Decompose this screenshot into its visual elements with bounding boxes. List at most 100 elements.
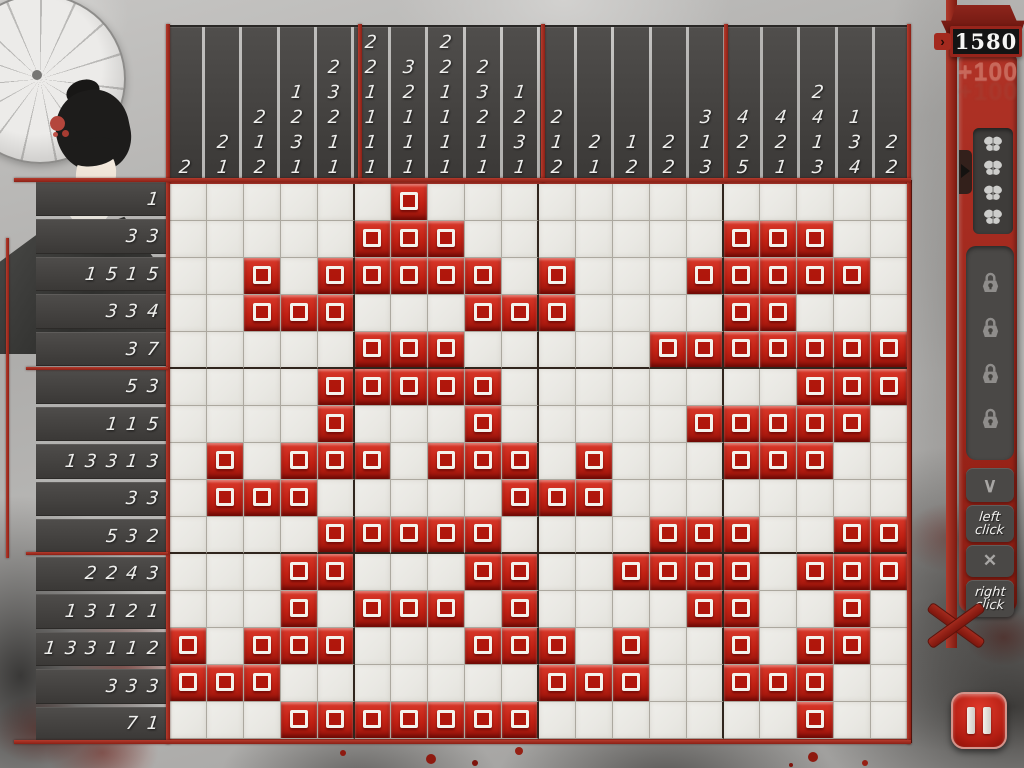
grid-cell[interactable] [465, 517, 503, 554]
grid-cell[interactable] [206, 406, 244, 443]
grid-cell[interactable] [686, 332, 724, 369]
grid-cell[interactable] [686, 628, 724, 665]
grid-cell[interactable] [354, 369, 392, 406]
grid-cell[interactable] [391, 628, 429, 665]
grid-cell[interactable] [428, 295, 466, 332]
grid-cell[interactable] [243, 628, 281, 665]
grid-cell[interactable] [612, 628, 650, 665]
grid-cell[interactable] [612, 702, 650, 739]
grid-cell[interactable] [170, 406, 207, 443]
grid-cell[interactable] [280, 443, 318, 480]
grid-cell[interactable] [243, 295, 281, 332]
grid-cell[interactable] [243, 406, 281, 443]
grid-cell[interactable] [612, 517, 650, 554]
grid-cell[interactable] [428, 665, 466, 702]
grid-cell[interactable] [428, 628, 466, 665]
grid-cell[interactable] [170, 332, 207, 369]
grid-cell[interactable] [280, 628, 318, 665]
grid-cell[interactable] [539, 295, 576, 332]
grid-cell[interactable] [723, 443, 761, 480]
grid-cell[interactable] [502, 628, 539, 665]
grid-cell[interactable] [649, 295, 687, 332]
grid-cell[interactable] [797, 258, 835, 295]
grid-cell[interactable] [502, 702, 539, 739]
grid-cell[interactable] [206, 665, 244, 702]
grid-cell[interactable] [871, 480, 908, 517]
grid-cell[interactable] [539, 184, 576, 221]
grid-cell[interactable] [428, 406, 466, 443]
grid-cell[interactable] [871, 443, 908, 480]
grid-cell[interactable] [354, 443, 392, 480]
grid-cell[interactable] [723, 517, 761, 554]
grid-cell[interactable] [723, 295, 761, 332]
grid-cell[interactable] [206, 702, 244, 739]
grid-cell[interactable] [575, 702, 613, 739]
grid-cell[interactable] [686, 702, 724, 739]
grid-cell[interactable] [834, 628, 872, 665]
grid-cell[interactable] [686, 517, 724, 554]
grid-cell[interactable] [797, 369, 835, 406]
grid-cell[interactable] [834, 443, 872, 480]
grid-cell[interactable] [797, 554, 835, 591]
grid-cell[interactable] [280, 480, 318, 517]
grid-cell[interactable] [871, 702, 908, 739]
grid-cell[interactable] [280, 332, 318, 369]
grid-cell[interactable] [170, 665, 207, 702]
grid-cell[interactable] [465, 184, 503, 221]
grid-cell[interactable] [243, 258, 281, 295]
grid-cell[interactable] [465, 702, 503, 739]
grid-cell[interactable] [575, 480, 613, 517]
grid-cell[interactable] [243, 332, 281, 369]
grid-cell[interactable] [612, 480, 650, 517]
grid-cell[interactable] [170, 369, 207, 406]
grid-cell[interactable] [797, 443, 835, 480]
grid-cell[interactable] [428, 443, 466, 480]
grid-cell[interactable] [317, 184, 355, 221]
grid-cell[interactable] [612, 406, 650, 443]
grid-cell[interactable] [612, 369, 650, 406]
grid-cell[interactable] [723, 591, 761, 628]
grid-cell[interactable] [280, 406, 318, 443]
grid-cell[interactable] [317, 554, 355, 591]
grid-cell[interactable] [170, 591, 207, 628]
grid-cell[interactable] [354, 480, 392, 517]
grid-cell[interactable] [649, 369, 687, 406]
grid-cell[interactable] [649, 480, 687, 517]
grid-cell[interactable] [686, 554, 724, 591]
grid-cell[interactable] [502, 554, 539, 591]
grid-cell[interactable] [206, 295, 244, 332]
grid-cell[interactable] [760, 406, 798, 443]
grid-cell[interactable] [391, 184, 429, 221]
grid-cell[interactable] [391, 258, 429, 295]
grid-cell[interactable] [797, 221, 835, 258]
grid-cell[interactable] [649, 702, 687, 739]
grid-cell[interactable] [834, 221, 872, 258]
grid-cell[interactable] [539, 517, 576, 554]
grid-cell[interactable] [317, 406, 355, 443]
grid-cell[interactable] [354, 517, 392, 554]
grid-cell[interactable] [354, 406, 392, 443]
grid-cell[interactable] [502, 443, 539, 480]
grid-cell[interactable] [317, 480, 355, 517]
grid-cell[interactable] [465, 628, 503, 665]
grid-cell[interactable] [871, 295, 908, 332]
grid-cell[interactable] [243, 443, 281, 480]
grid-cell[interactable] [871, 591, 908, 628]
grid-cell[interactable] [502, 184, 539, 221]
grid-cell[interactable] [575, 591, 613, 628]
grid-cell[interactable] [243, 221, 281, 258]
grid-cell[interactable] [797, 295, 835, 332]
grid-cell[interactable] [834, 554, 872, 591]
grid-cell[interactable] [834, 332, 872, 369]
grid-cell[interactable] [354, 184, 392, 221]
grid-cell[interactable] [502, 480, 539, 517]
grid-cell[interactable] [170, 295, 207, 332]
grid-cell[interactable] [649, 554, 687, 591]
grid-cell[interactable] [686, 480, 724, 517]
grid-cell[interactable] [797, 628, 835, 665]
grid-cell[interactable] [465, 369, 503, 406]
grid-cell[interactable] [354, 295, 392, 332]
grid-cell[interactable] [871, 665, 908, 702]
grid-cell[interactable] [465, 554, 503, 591]
grid-cell[interactable] [686, 221, 724, 258]
